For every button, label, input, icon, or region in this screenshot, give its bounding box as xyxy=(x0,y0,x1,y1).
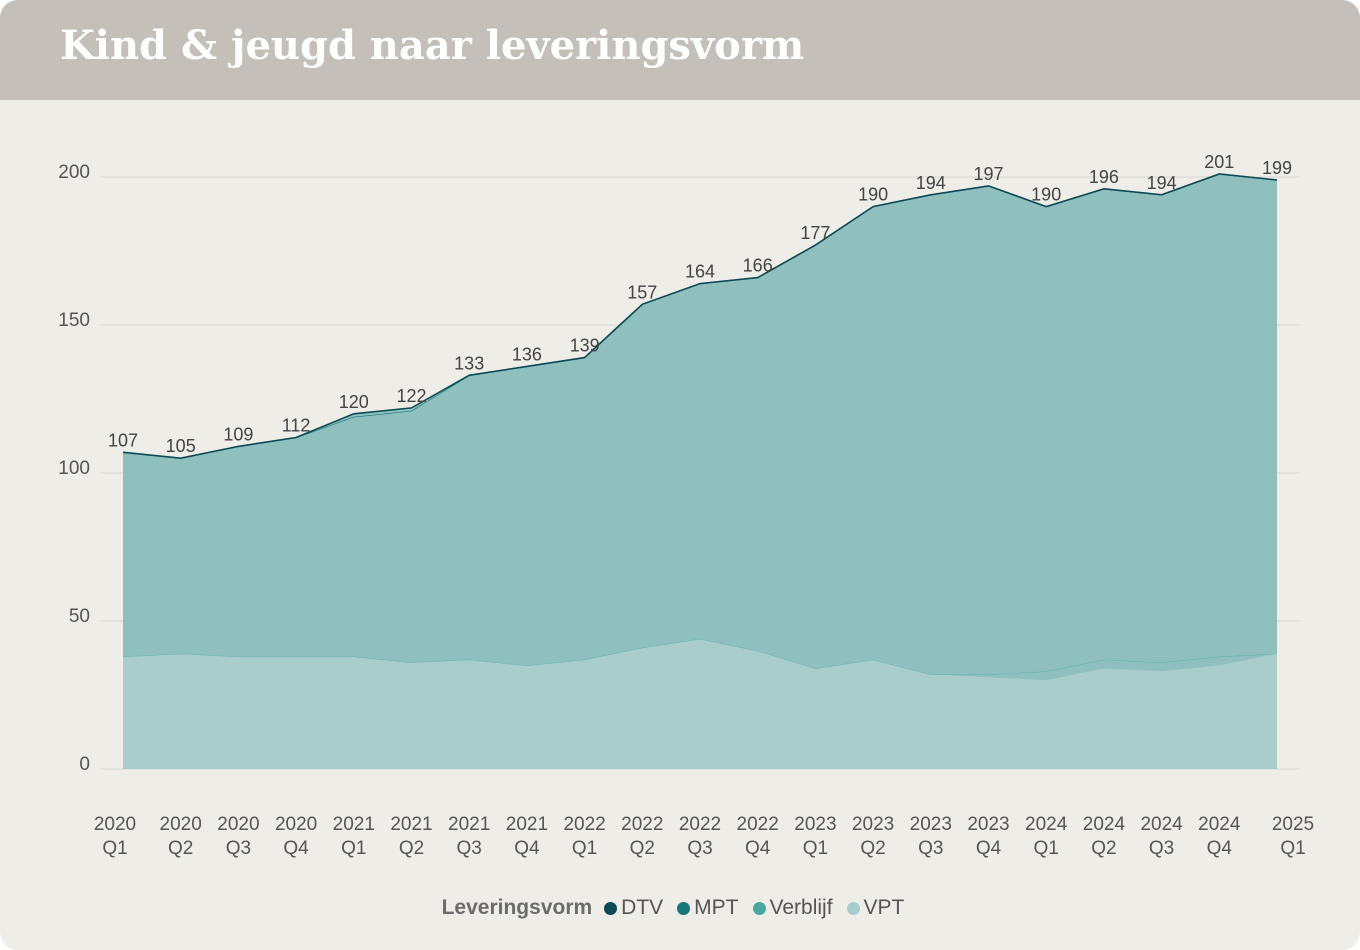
x-tick-label-quarter: Q1 xyxy=(102,838,127,859)
x-tick-label-year: 2022 xyxy=(679,814,721,835)
data-label: 107 xyxy=(108,430,138,450)
data-label: 166 xyxy=(743,256,773,276)
x-tick-label-quarter: Q3 xyxy=(1149,838,1174,859)
data-label: 190 xyxy=(1031,185,1061,205)
legend-item-vpt[interactable]: VPT xyxy=(846,896,905,920)
x-tick-label-quarter: Q3 xyxy=(457,838,482,859)
data-label: 199 xyxy=(1262,158,1292,178)
x-tick-label-year: 2020 xyxy=(94,814,136,835)
legend-label: MPT xyxy=(694,896,739,919)
x-tick-label-year: 2021 xyxy=(390,814,432,835)
x-tick-label-year: 2024 xyxy=(1025,814,1068,835)
x-tick-label-year: 2020 xyxy=(217,814,259,835)
data-label: 133 xyxy=(454,353,484,373)
data-label: 120 xyxy=(339,392,369,412)
data-label: 194 xyxy=(1147,173,1177,193)
legend-item-dtv[interactable]: DTV xyxy=(604,896,663,920)
y-tick-label: 50 xyxy=(69,606,90,627)
x-tick-label-year: 2024 xyxy=(1140,814,1183,835)
x-tick-label-year: 2023 xyxy=(794,814,836,835)
x-tick-label-year: 2023 xyxy=(910,814,952,835)
data-label: 157 xyxy=(627,282,657,302)
x-tick-label-quarter: Q2 xyxy=(168,838,193,859)
data-label: 109 xyxy=(223,424,253,444)
x-tick-label-year: 2023 xyxy=(967,814,1009,835)
x-tick-label-year: 2021 xyxy=(448,814,490,835)
data-label: 105 xyxy=(166,436,196,456)
x-tick-label-quarter: Q3 xyxy=(226,838,251,859)
legend-dot-icon xyxy=(846,901,860,915)
legend-dot-icon xyxy=(752,901,766,915)
x-tick-label-quarter: Q1 xyxy=(572,838,597,859)
area-mpt xyxy=(123,174,1277,675)
x-tick-label-quarter: Q4 xyxy=(283,838,309,859)
x-tick-label-quarter: Q1 xyxy=(1034,838,1059,859)
data-label: 139 xyxy=(570,336,600,356)
y-tick-label: 100 xyxy=(58,458,90,479)
x-tick-label-year: 2022 xyxy=(737,814,779,835)
data-label: 164 xyxy=(685,262,715,282)
data-label: 201 xyxy=(1204,152,1234,172)
x-tick-label-quarter: Q4 xyxy=(976,838,1002,859)
x-tick-label-quarter: Q1 xyxy=(1280,838,1305,859)
x-tick-label-quarter: Q2 xyxy=(630,838,655,859)
x-tick-label-year: 2020 xyxy=(275,814,317,835)
x-tick-label-year: 2021 xyxy=(333,814,375,835)
legend-dot-icon xyxy=(677,901,691,915)
header-bar: Kind & jeugd naar leveringsvorm xyxy=(0,0,1360,100)
x-tick-label-quarter: Q4 xyxy=(514,838,540,859)
x-tick-label-year: 2020 xyxy=(160,814,202,835)
legend: Leveringsvorm DTV MPT Verblijf VPT xyxy=(0,896,1360,920)
x-tick-label-year: 2025 xyxy=(1272,814,1314,835)
x-tick-label-quarter: Q3 xyxy=(918,838,943,859)
x-tick-label-quarter: Q1 xyxy=(341,838,366,859)
line-dtv xyxy=(122,173,1278,460)
legend-label: VPT xyxy=(863,896,905,919)
x-tick-label-year: 2022 xyxy=(563,814,605,835)
chart-title: Kind & jeugd naar leveringsvorm xyxy=(60,22,805,69)
legend-label: DTV xyxy=(621,896,664,919)
data-label: 190 xyxy=(858,185,888,205)
data-label: 136 xyxy=(512,344,542,364)
y-tick-label: 200 xyxy=(58,162,90,183)
x-tick-label-quarter: Q4 xyxy=(1207,838,1233,859)
x-tick-label-quarter: Q4 xyxy=(745,838,771,859)
legend-dot-icon xyxy=(604,901,618,915)
x-tick-label-quarter: Q2 xyxy=(399,838,424,859)
legend-label: Verblijf xyxy=(769,896,833,919)
x-tick-label-year: 2022 xyxy=(621,814,663,835)
x-tick-label-quarter: Q3 xyxy=(687,838,712,859)
x-tick-label-quarter: Q1 xyxy=(803,838,828,859)
x-tick-label-year: 2024 xyxy=(1198,814,1241,835)
legend-item-verblijf[interactable]: Verblijf xyxy=(752,896,833,920)
y-tick-label: 0 xyxy=(79,754,90,775)
legend-item-mpt[interactable]: MPT xyxy=(677,896,739,920)
x-tick-label-quarter: Q2 xyxy=(860,838,885,859)
data-label: 194 xyxy=(916,173,946,193)
legend-title: Leveringsvorm xyxy=(441,896,593,919)
x-tick-label-year: 2023 xyxy=(852,814,894,835)
x-tick-label-year: 2021 xyxy=(506,814,548,835)
data-label: 122 xyxy=(396,386,426,406)
data-label: 112 xyxy=(282,415,311,435)
area-chart: 0 50 100 150 200 107 105 109 112 120 122 133 136 139 1… xyxy=(58,152,1314,859)
data-label: 197 xyxy=(973,164,1003,184)
area-vpt xyxy=(123,638,1277,769)
data-label: 196 xyxy=(1089,167,1119,187)
data-label: 177 xyxy=(800,223,830,243)
y-tick-label: 150 xyxy=(58,310,90,331)
x-tick-label-quarter: Q2 xyxy=(1091,838,1116,859)
x-tick-label-year: 2024 xyxy=(1083,814,1126,835)
